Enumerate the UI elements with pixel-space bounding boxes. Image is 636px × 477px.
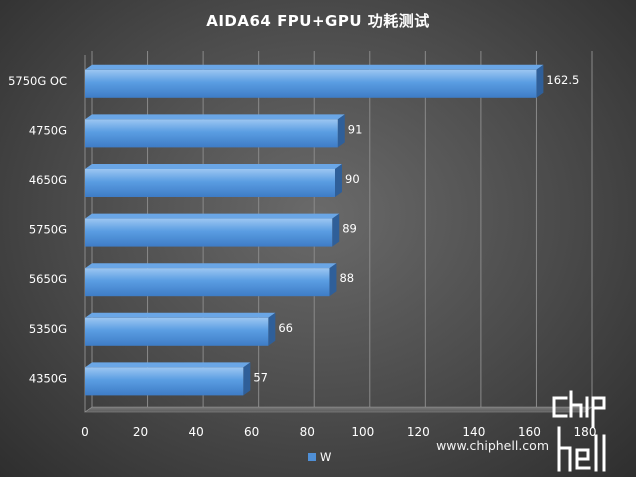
- x-tick-label: 100: [351, 425, 374, 439]
- category-labels: 5750G OC 4750G 4650G 5750G 5650G 5350G 4350G: [8, 74, 67, 386]
- bar-end-face: [329, 263, 337, 297]
- x-tick-label: 120: [407, 425, 430, 439]
- data-labels: 162.5 91 90 89 88 66 57: [253, 73, 579, 385]
- category-label: 4750G: [29, 123, 67, 137]
- bar-top-face: [85, 64, 544, 70]
- x-tick-label: 20: [133, 425, 148, 439]
- bar: [85, 114, 345, 148]
- bar: [85, 312, 276, 346]
- bar-top-face: [85, 312, 276, 318]
- bar-end-face: [335, 164, 342, 197]
- data-label: 91: [348, 122, 363, 136]
- bar-front-face: [85, 69, 537, 98]
- x-tick-label: 80: [300, 425, 315, 439]
- bar-front-face: [85, 218, 333, 247]
- category-label: 5750G OC: [8, 74, 67, 88]
- x-tick-label: 140: [462, 425, 485, 439]
- x-tick-label: 160: [518, 425, 541, 439]
- x-tick-label: 0: [81, 425, 89, 439]
- bar-end-face: [536, 64, 544, 98]
- chart-title: AIDA64 FPU+GPU 功耗测试: [206, 12, 430, 30]
- chiphell-logo: [552, 390, 606, 472]
- bar-top-face: [85, 164, 342, 169]
- data-label: 88: [339, 271, 354, 285]
- bar: [85, 64, 544, 98]
- legend-label: W: [320, 450, 331, 464]
- category-label: 5750G: [29, 223, 67, 237]
- category-label: 5350G: [29, 322, 67, 336]
- bars: [85, 64, 544, 396]
- bar-front-face: [85, 268, 330, 297]
- bar-front-face: [85, 169, 335, 197]
- legend-swatch: [308, 453, 316, 461]
- x-tick-label: 180: [574, 425, 597, 439]
- bar-end-face: [337, 114, 345, 148]
- bar-top-face: [85, 114, 345, 120]
- bar-end-face: [243, 362, 251, 396]
- bar-top-face: [85, 213, 340, 219]
- bar: [85, 263, 337, 297]
- legend: W: [308, 450, 331, 464]
- bar-front-face: [85, 317, 269, 346]
- x-tick-labels: 0 20 40 60 80 100 120 140 160 180: [81, 425, 596, 439]
- watermark-url: www.chiphell.com: [436, 438, 549, 453]
- bar-end-face: [268, 312, 276, 346]
- bar-top-face: [85, 263, 337, 269]
- floor-plane: [84, 406, 593, 413]
- bar-top-face: [85, 362, 251, 368]
- bar: [85, 164, 342, 197]
- category-label: 5650G: [29, 272, 67, 286]
- category-label: 4650G: [29, 173, 67, 187]
- x-tick-label: 40: [188, 425, 203, 439]
- chiphell-watermark: www.chiphell.com: [436, 390, 606, 472]
- bar-front-face: [85, 367, 244, 396]
- data-label: 89: [342, 222, 357, 236]
- bar-end-face: [332, 213, 340, 247]
- bar-front-face: [85, 119, 338, 148]
- bar: [85, 362, 251, 396]
- data-label: 162.5: [546, 73, 579, 87]
- bar: [85, 213, 340, 247]
- category-label: 4350G: [29, 371, 67, 385]
- data-label: 66: [278, 321, 293, 335]
- data-label: 57: [253, 370, 268, 384]
- data-label: 90: [345, 172, 360, 186]
- x-tick-label: 60: [244, 425, 259, 439]
